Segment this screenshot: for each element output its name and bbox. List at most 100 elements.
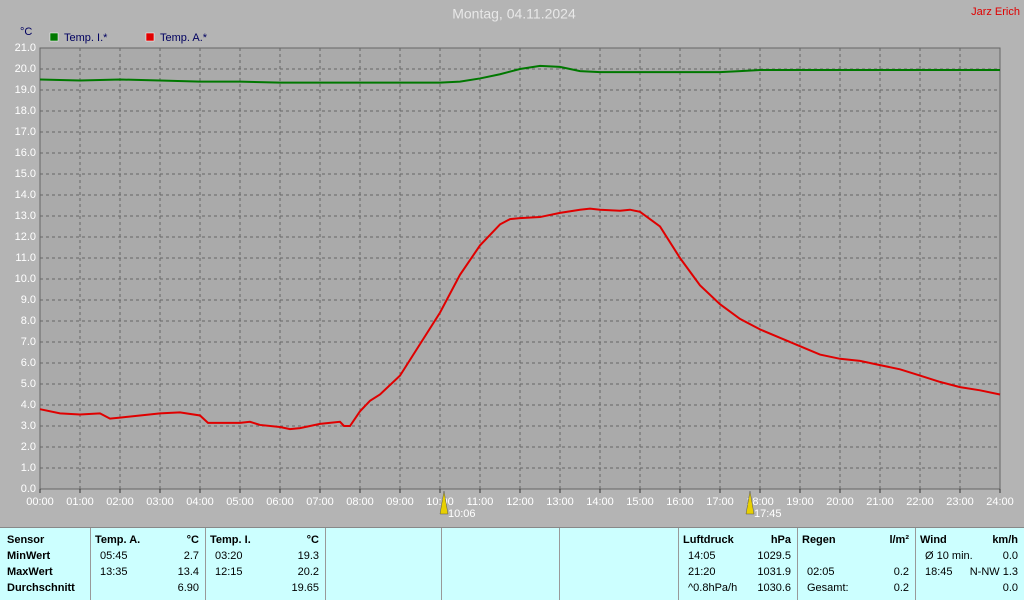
y-tick-label: 4.0 bbox=[21, 399, 36, 411]
table-cell: 19.3 bbox=[297, 550, 319, 562]
legend-swatch bbox=[145, 32, 155, 42]
table-cell: 6.90 bbox=[177, 582, 199, 594]
x-tick-label: 01:00 bbox=[66, 496, 94, 508]
annotation: 10:06 bbox=[448, 508, 476, 520]
y-tick-label: 17.0 bbox=[15, 126, 36, 138]
table-cell: hPa bbox=[770, 534, 791, 546]
y-tick-label: 9.0 bbox=[21, 294, 36, 306]
table-cell: 0.0 bbox=[1002, 582, 1018, 594]
table-cell: l/m² bbox=[889, 534, 909, 546]
x-tick-label: 11:00 bbox=[467, 496, 494, 508]
table-cell: 1030.6 bbox=[757, 582, 791, 594]
divider bbox=[797, 528, 798, 600]
y-tick-label: 1.0 bbox=[21, 462, 36, 474]
y-tick-label: 15.0 bbox=[15, 168, 36, 180]
line bbox=[39, 207, 1001, 431]
y-tick-label: 20.0 bbox=[15, 63, 36, 75]
table-cell: Temp. I. bbox=[210, 534, 251, 546]
x-tick-label: 00:00 bbox=[26, 496, 54, 508]
x-tick-label: 09:00 bbox=[386, 496, 414, 508]
legend-label: Temp. I.* bbox=[64, 32, 108, 44]
table-cell: 13.4 bbox=[177, 566, 199, 578]
divider bbox=[325, 528, 326, 600]
table-cell: °C bbox=[306, 534, 319, 546]
x-tick-label: 20:00 bbox=[826, 496, 854, 508]
divider bbox=[205, 528, 206, 600]
divider bbox=[90, 528, 91, 600]
y-tick-label: 14.0 bbox=[15, 189, 36, 201]
y-tick-label: 2.0 bbox=[21, 441, 36, 453]
x-tick-label: 19:00 bbox=[786, 496, 814, 508]
y-tick-label: 21.0 bbox=[15, 42, 36, 54]
x-tick-label: 22:00 bbox=[906, 496, 934, 508]
y-tick-label: 19.0 bbox=[15, 84, 36, 96]
table-cell: ^0.8hPa/h bbox=[688, 582, 738, 594]
x-tick-label: 15:00 bbox=[626, 496, 654, 508]
x-tick-label: 16:00 bbox=[666, 496, 694, 508]
divider bbox=[559, 528, 560, 600]
x-tick-label: 06:00 bbox=[266, 496, 294, 508]
table-cell: Wind bbox=[920, 534, 947, 546]
legend-swatch bbox=[49, 32, 59, 42]
table-cell: 0.2 bbox=[893, 582, 909, 594]
table-cell: MinWert bbox=[7, 550, 51, 562]
y-tick-label: 18.0 bbox=[15, 105, 36, 117]
table-cell: 13:35 bbox=[100, 566, 128, 578]
table-cell: 19.65 bbox=[291, 582, 319, 594]
table-cell: km/h bbox=[992, 534, 1018, 546]
author: Jarz Erich bbox=[971, 6, 1020, 18]
table-cell: 20.2 bbox=[297, 566, 319, 578]
y-tick-label: 6.0 bbox=[21, 357, 36, 369]
x-tick-label: 14:00 bbox=[586, 496, 614, 508]
line bbox=[39, 64, 1000, 84]
y-tick-label: 0.0 bbox=[21, 483, 36, 495]
y-tick-label: 11.0 bbox=[15, 252, 36, 264]
chart: Montag, 04.11.2024 Jarz Erich °C 0.0 1.0 2… bbox=[15, 6, 1020, 520]
table-cell: 14:05 bbox=[688, 550, 716, 562]
table-cell: N-NW 1.3 bbox=[969, 566, 1018, 578]
table-cell: Durchschnitt bbox=[7, 582, 75, 594]
table-cell: 12:15 bbox=[215, 566, 243, 578]
x-tick-label: 07:00 bbox=[306, 496, 334, 508]
table-cell: Gesamt: bbox=[807, 582, 849, 594]
table-cell: 1031.9 bbox=[757, 566, 791, 578]
divider bbox=[678, 528, 679, 600]
x-tick-label: 17:00 bbox=[706, 496, 734, 508]
table-cell: Luftdruck bbox=[683, 534, 734, 546]
table-cell: 05:45 bbox=[100, 550, 128, 562]
x-tick-label: 24:00 bbox=[986, 496, 1014, 508]
y-tick-label: 10.0 bbox=[15, 273, 36, 285]
summary-table: Sensor MinWert MaxWert Durchschnitt Temp. A.… bbox=[0, 527, 1024, 600]
sun-marker bbox=[745, 490, 755, 515]
divider bbox=[915, 528, 916, 600]
table-cell: °C bbox=[186, 534, 199, 546]
table-cell: 0.2 bbox=[893, 566, 909, 578]
table-cell: 02:05 bbox=[807, 566, 835, 578]
x-tick-label: 05:00 bbox=[226, 496, 254, 508]
table-cell: Regen bbox=[802, 534, 836, 546]
annotation: 17:45 bbox=[754, 508, 782, 520]
table-cell: Temp. A. bbox=[95, 534, 141, 546]
x-tick-label: 02:00 bbox=[106, 496, 134, 508]
table-cell: 21:20 bbox=[688, 566, 716, 578]
y-tick-label: 16.0 bbox=[15, 147, 36, 159]
chart-title: Montag, 04.11.2024 bbox=[452, 6, 576, 22]
x-tick-label: 03:00 bbox=[146, 496, 174, 508]
y-tick-label: 3.0 bbox=[21, 420, 36, 432]
y-tick-label: 12.0 bbox=[15, 231, 36, 243]
x-tick-label: 08:00 bbox=[346, 496, 374, 508]
table-cell: 2.7 bbox=[183, 550, 199, 562]
sun-marker bbox=[439, 490, 449, 515]
x-tick-label: 04:00 bbox=[186, 496, 214, 508]
table-cell: Sensor bbox=[7, 534, 45, 546]
y-tick-label: 8.0 bbox=[21, 315, 36, 327]
x-tick-label: 13:00 bbox=[546, 496, 574, 508]
table-cell: 0.0 bbox=[1002, 550, 1018, 562]
x-tick-label: 12:00 bbox=[506, 496, 534, 508]
table-cell: 03:20 bbox=[215, 550, 243, 562]
y-tick-label: 13.0 bbox=[15, 210, 36, 222]
x-tick-label: 21:00 bbox=[866, 496, 894, 508]
table-cell: MaxWert bbox=[7, 566, 53, 578]
x-tick-label: 18:00 bbox=[746, 496, 774, 508]
